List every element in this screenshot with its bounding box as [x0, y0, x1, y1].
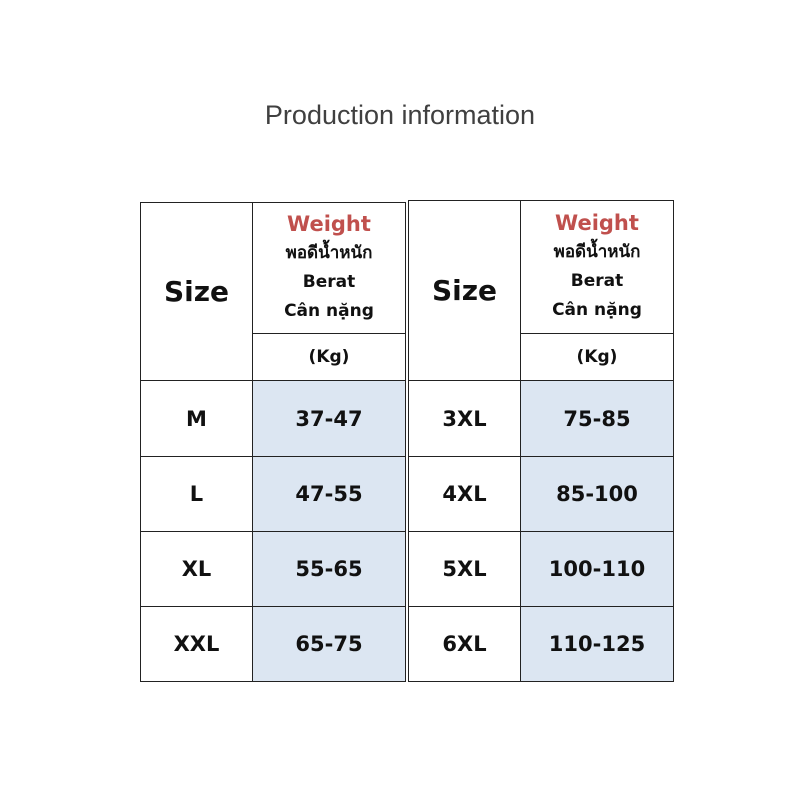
size-cell: 4XL: [408, 456, 521, 532]
weight-label: Cân nặng: [284, 301, 374, 321]
unit-header: (Kg): [252, 333, 406, 381]
weight-cell: 37-47: [252, 380, 406, 457]
weight-cell: 65-75: [252, 606, 406, 682]
weight-header: Weight พอดีน้ำหนัก Berat Cân nặng: [520, 200, 674, 334]
weight-cell: 100-110: [520, 531, 674, 607]
weight-cell: 47-55: [252, 456, 406, 532]
weight-label: Berat: [570, 271, 624, 291]
weight-label: พอดีน้ำหนัก: [553, 242, 641, 262]
size-cell: 6XL: [408, 606, 521, 682]
weight-header: Weight พอดีน้ำหนัก Berat Cân nặng: [252, 202, 406, 334]
weight-cell: 85-100: [520, 456, 674, 532]
size-header: Size: [408, 200, 521, 381]
size-header: Size: [140, 202, 253, 381]
size-cell: M: [140, 380, 253, 457]
size-cell: L: [140, 456, 253, 532]
size-cell: 3XL: [408, 380, 521, 457]
page-title: Production information: [264, 100, 536, 130]
weight-label: Weight: [287, 212, 371, 236]
size-cell: 5XL: [408, 531, 521, 607]
unit-header: (Kg): [520, 333, 674, 381]
size-cell: XXL: [140, 606, 253, 682]
weight-label: Cân nặng: [552, 300, 642, 320]
weight-label: พอดีน้ำหนัก: [285, 243, 373, 263]
weight-cell: 75-85: [520, 380, 674, 457]
weight-cell: 110-125: [520, 606, 674, 682]
weight-label: Weight: [555, 211, 639, 235]
size-cell: XL: [140, 531, 253, 607]
weight-label: Berat: [302, 272, 356, 292]
weight-cell: 55-65: [252, 531, 406, 607]
